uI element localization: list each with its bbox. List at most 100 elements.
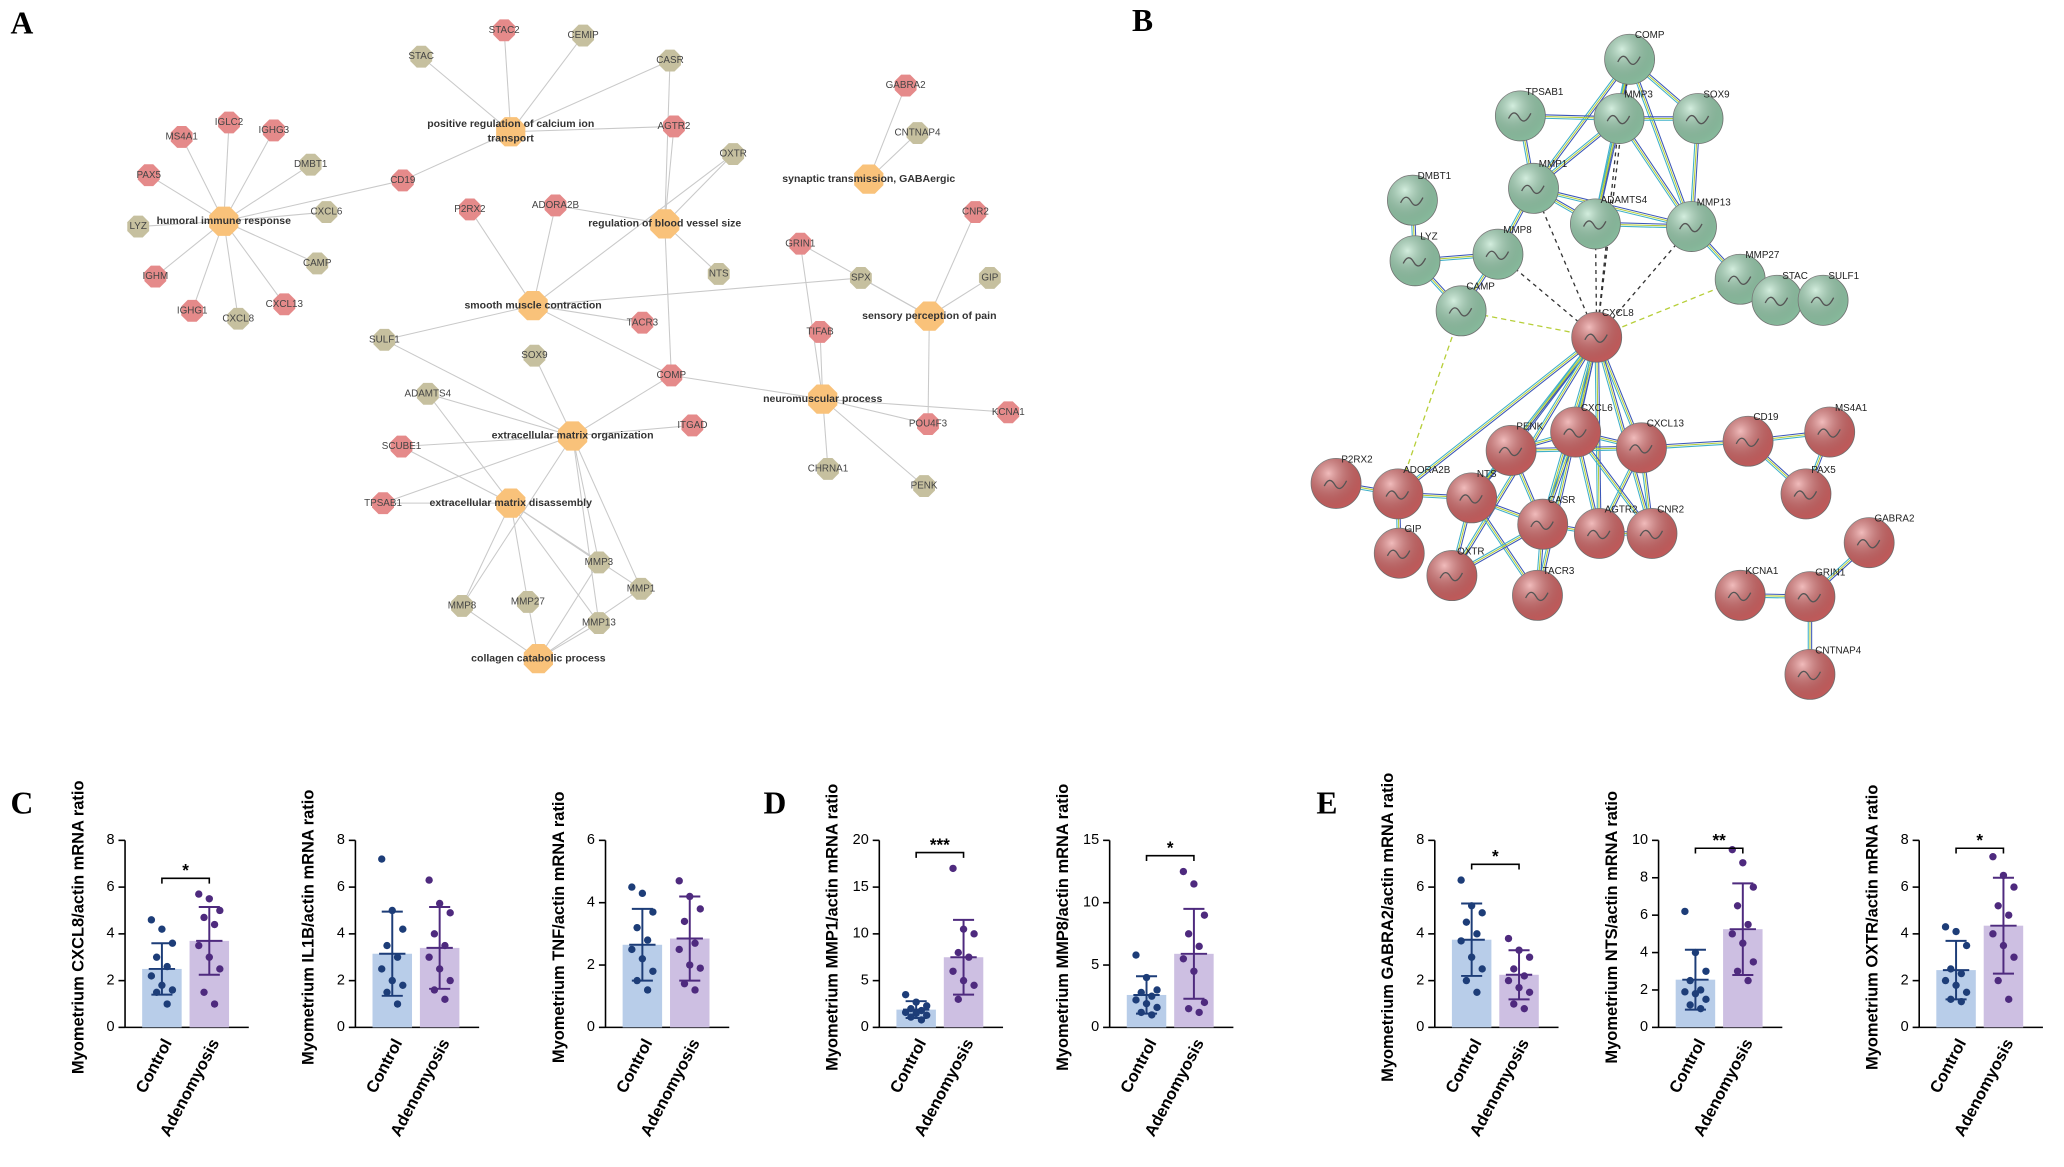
y-tick-label: 4 <box>106 926 114 942</box>
data-point <box>686 892 694 901</box>
edge <box>510 60 671 133</box>
data-point <box>1947 995 1955 1004</box>
gene-node <box>391 169 414 192</box>
significance-label: *** <box>930 836 950 855</box>
gene-node <box>390 435 413 458</box>
gene-label: DMBT1 <box>294 159 327 170</box>
protein-shade <box>1372 468 1423 519</box>
gene-label: STAC2 <box>489 25 520 36</box>
gene-label: LYZ <box>130 221 147 232</box>
protein-structure <box>1817 428 1841 438</box>
protein-structure <box>1459 494 1483 504</box>
gene-label: MMP13 <box>582 618 616 629</box>
edge <box>1596 118 1620 338</box>
y-axis-title: Myometrium MMP1/actin mRNA ratio <box>824 784 842 1071</box>
y-tick-label: 6 <box>337 879 345 895</box>
data-point <box>205 953 213 961</box>
edge <box>503 30 512 132</box>
y-tick-label: 20 <box>853 832 869 848</box>
gene-label: CHRNA1 <box>808 464 849 475</box>
y-tick-label: 10 <box>1632 832 1648 848</box>
data-point <box>949 864 957 873</box>
protein-structure <box>1764 296 1789 307</box>
protein-structure <box>1402 257 1427 267</box>
x-tick-label: Control <box>133 1036 176 1096</box>
x-tick-label: Control <box>1442 1036 1485 1096</box>
y-axis-title: Myometrium IL1B/actin mRNA ratio <box>300 790 318 1065</box>
protein-label: GRIN1 <box>1815 568 1845 579</box>
protein-label: KCNA1 <box>1745 566 1778 577</box>
y-tick-label: 5 <box>1091 957 1099 973</box>
data-point <box>1749 883 1758 891</box>
gene-node <box>789 232 812 255</box>
edge <box>223 122 230 222</box>
protein-label: ADORA2B <box>1403 465 1451 476</box>
edge <box>868 85 907 180</box>
data-point <box>1702 995 1710 1004</box>
data-point <box>147 972 156 980</box>
term-label: regulation of blood vessel size <box>588 218 741 230</box>
gene-node <box>410 45 433 68</box>
protein-structure <box>1498 446 1523 457</box>
edge <box>384 339 573 437</box>
y-axis-title: Myometrium MMP8/actin mRNA ratio <box>1054 784 1072 1071</box>
gene-node <box>523 344 546 367</box>
edge <box>572 435 642 589</box>
gene-label: CASR <box>656 55 683 66</box>
gene-node <box>516 591 539 613</box>
y-tick-label: 8 <box>106 832 114 848</box>
edge <box>1627 59 1691 228</box>
protein-structure <box>1385 490 1410 500</box>
protein-shade <box>1495 90 1546 141</box>
data-point <box>1467 902 1476 910</box>
data-point <box>1510 1000 1518 1008</box>
protein-label: MMP8 <box>1503 225 1532 236</box>
protein-shade <box>1486 425 1537 476</box>
edge <box>664 60 671 224</box>
data-point <box>954 948 962 957</box>
data-point <box>446 976 454 985</box>
gene-node <box>218 111 240 134</box>
edge <box>664 153 734 225</box>
protein-shade <box>1594 93 1645 144</box>
protein-structure <box>1521 184 1545 195</box>
significance-label: ** <box>1712 831 1726 850</box>
edge <box>533 305 643 324</box>
term-node <box>914 301 944 331</box>
edge <box>572 374 672 437</box>
term-label: collagen catabolic process <box>471 652 606 664</box>
protein-shade <box>1780 468 1832 519</box>
edge <box>402 131 511 181</box>
protein-structure <box>1563 428 1587 438</box>
protein-shade <box>1426 550 1477 601</box>
data-point <box>638 955 647 963</box>
data-point <box>1728 846 1736 854</box>
data-point <box>383 941 391 950</box>
gene-node <box>262 119 285 142</box>
data-point <box>1200 998 1209 1007</box>
gene-node <box>372 492 394 515</box>
term-label: sensory perception of pain <box>862 310 996 322</box>
data-point <box>435 965 444 973</box>
protein-shade <box>1723 416 1774 467</box>
protein-shade <box>1604 34 1655 85</box>
y-tick-label: 5 <box>861 972 869 988</box>
gene-node <box>630 577 652 600</box>
protein-label: GIP <box>1405 524 1422 535</box>
data-point <box>1962 941 1971 950</box>
data-point <box>923 1002 931 1010</box>
gene-label: COMP <box>657 370 687 381</box>
edge <box>671 374 823 400</box>
gene-node <box>227 307 250 330</box>
data-point <box>158 981 166 989</box>
y-tick-label: 10 <box>1083 895 1099 911</box>
protein-label: ADAMTS4 <box>1601 195 1648 206</box>
gene-label: IGLC2 <box>215 117 243 128</box>
significance-bracket <box>161 877 211 884</box>
protein-structure <box>1530 520 1554 530</box>
y-tick-label: 6 <box>587 832 595 848</box>
data-point <box>1681 988 1689 996</box>
gene-label: POU4F3 <box>909 419 948 430</box>
protein-shade <box>1517 499 1568 550</box>
